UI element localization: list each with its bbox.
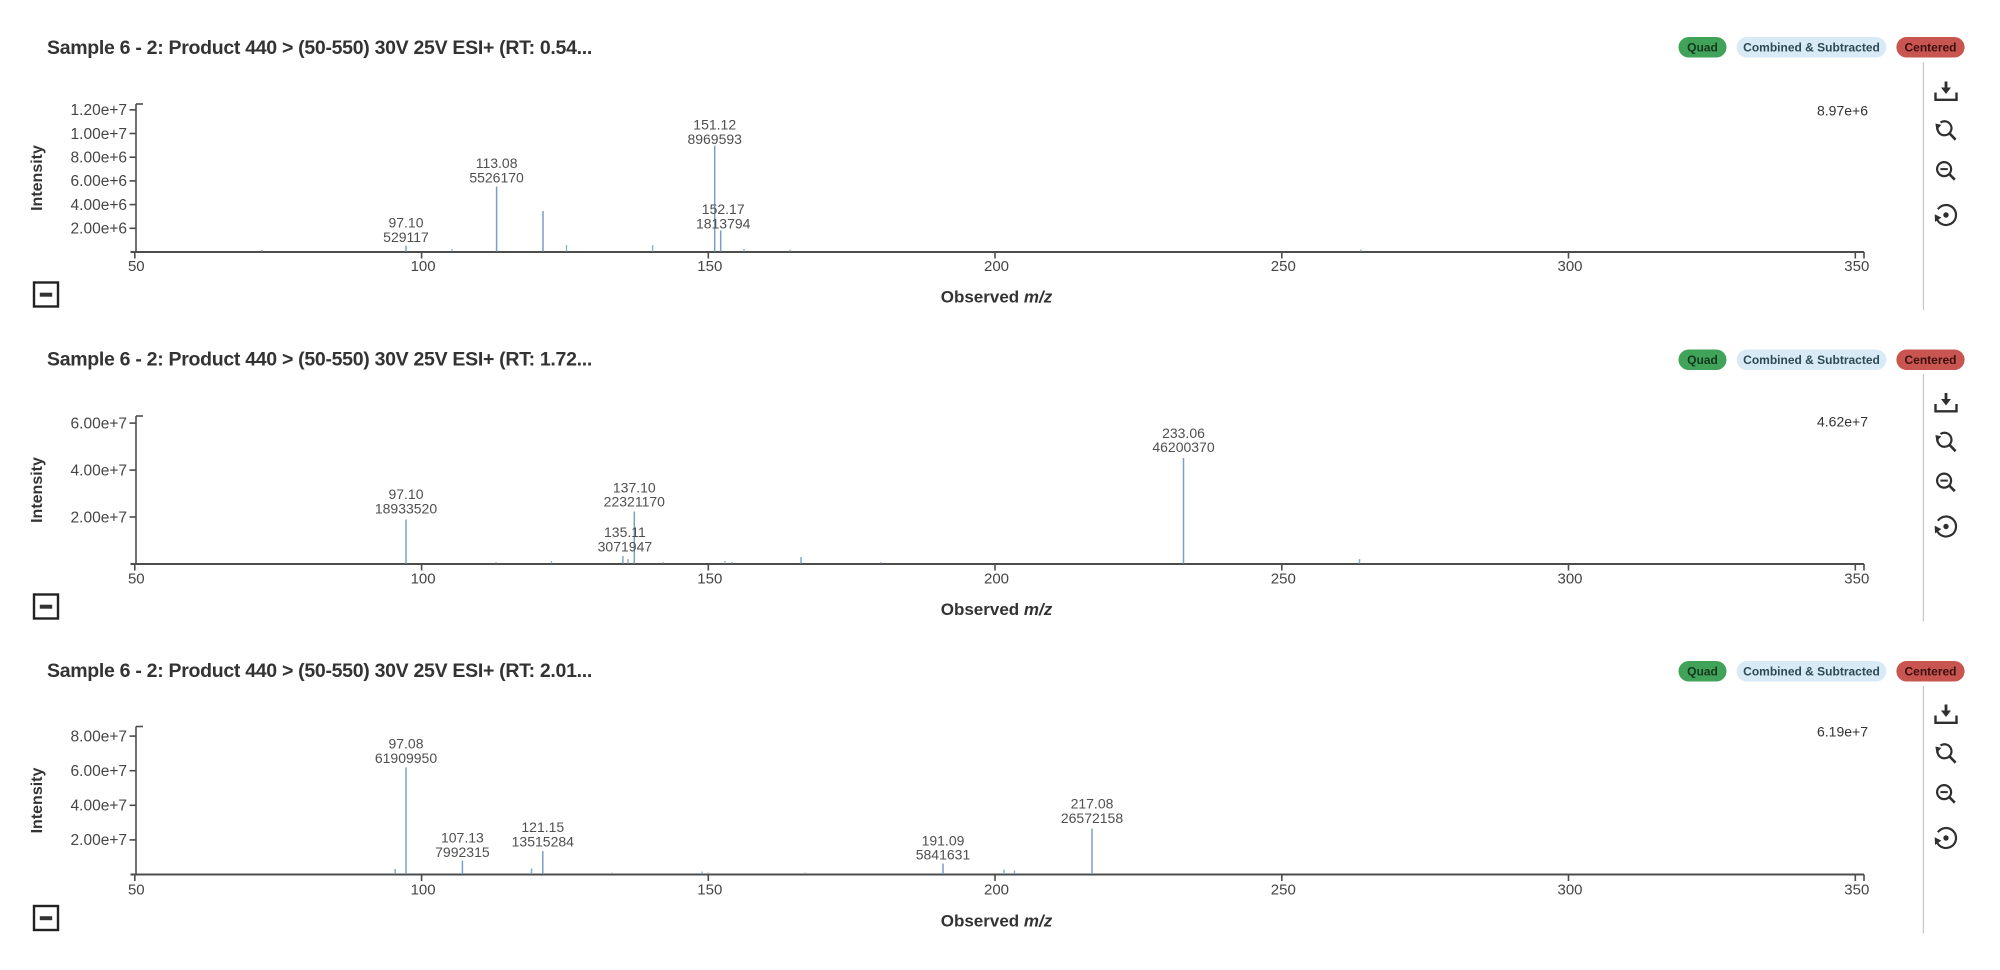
svg-text:Intensity: Intensity: [29, 145, 46, 211]
svg-text:26572158: 26572158: [1061, 810, 1124, 826]
svg-text:137.10: 137.10: [613, 479, 656, 495]
svg-text:Observed m/z: Observed m/z: [941, 600, 1053, 619]
svg-text:135.11: 135.11: [604, 524, 646, 540]
svg-text:Sample 6 - 2: Product 440 > (5: Sample 6 - 2: Product 440 > (50-550) 30V…: [47, 349, 592, 371]
svg-text:250: 250: [1271, 882, 1296, 899]
svg-text:Combined & Subtracted: Combined & Subtracted: [1743, 665, 1880, 679]
svg-text:Combined & Subtracted: Combined & Subtracted: [1743, 41, 1880, 55]
svg-text:2.00e+7: 2.00e+7: [71, 509, 127, 526]
svg-text:46200370: 46200370: [1152, 439, 1215, 455]
svg-text:18933520: 18933520: [375, 500, 438, 516]
svg-text:150: 150: [697, 258, 722, 275]
svg-text:Quad: Quad: [1687, 353, 1718, 367]
svg-text:121.15: 121.15: [521, 819, 564, 835]
svg-text:50: 50: [128, 258, 145, 275]
svg-text:50: 50: [128, 571, 145, 588]
svg-text:Intensity: Intensity: [29, 768, 46, 834]
svg-text:7992315: 7992315: [435, 844, 490, 860]
svg-text:350: 350: [1844, 258, 1869, 275]
svg-text:97.08: 97.08: [388, 736, 423, 752]
svg-text:50: 50: [128, 882, 145, 899]
svg-text:Centered: Centered: [1904, 665, 1956, 679]
svg-text:Intensity: Intensity: [29, 457, 46, 523]
svg-text:250: 250: [1271, 571, 1296, 588]
svg-text:350: 350: [1844, 571, 1869, 588]
svg-text:1813794: 1813794: [696, 215, 751, 231]
svg-text:300: 300: [1557, 258, 1582, 275]
svg-text:4.00e+6: 4.00e+6: [71, 197, 127, 214]
svg-text:6.00e+7: 6.00e+7: [71, 415, 127, 432]
svg-text:151.12: 151.12: [693, 117, 736, 133]
svg-text:Quad: Quad: [1687, 41, 1718, 55]
svg-text:Combined & Subtracted: Combined & Subtracted: [1743, 353, 1880, 367]
svg-text:300: 300: [1557, 571, 1582, 588]
svg-text:97.10: 97.10: [388, 486, 423, 502]
svg-text:233.06: 233.06: [1162, 425, 1205, 441]
svg-text:100: 100: [411, 882, 436, 899]
svg-text:Centered: Centered: [1904, 353, 1956, 367]
svg-text:1.00e+7: 1.00e+7: [71, 126, 127, 143]
svg-text:152.17: 152.17: [702, 201, 745, 217]
svg-text:Centered: Centered: [1904, 41, 1956, 55]
svg-text:4.00e+7: 4.00e+7: [71, 462, 127, 479]
svg-text:97.10: 97.10: [388, 215, 423, 231]
svg-text:4.62e+7: 4.62e+7: [1817, 414, 1868, 430]
svg-text:8.00e+7: 8.00e+7: [71, 728, 127, 745]
svg-text:Quad: Quad: [1687, 665, 1718, 679]
svg-text:22321170: 22321170: [604, 494, 665, 510]
svg-text:6.00e+7: 6.00e+7: [71, 763, 127, 780]
svg-text:2.00e+6: 2.00e+6: [71, 221, 127, 238]
svg-text:5526170: 5526170: [469, 170, 524, 186]
svg-text:150: 150: [697, 571, 722, 588]
svg-text:200: 200: [984, 571, 1009, 588]
svg-text:3071947: 3071947: [598, 539, 653, 555]
svg-text:61909950: 61909950: [375, 750, 438, 766]
svg-text:300: 300: [1557, 882, 1582, 899]
svg-text:113.08: 113.08: [476, 155, 518, 171]
svg-text:200: 200: [984, 258, 1009, 275]
svg-text:6.19e+7: 6.19e+7: [1817, 724, 1868, 740]
svg-text:Sample 6 - 2: Product 440 > (5: Sample 6 - 2: Product 440 > (50-550) 30V…: [47, 37, 592, 59]
svg-text:13515284: 13515284: [512, 833, 575, 849]
svg-text:8969593: 8969593: [687, 131, 742, 147]
svg-text:100: 100: [411, 571, 436, 588]
svg-text:150: 150: [697, 882, 722, 899]
svg-text:100: 100: [411, 258, 436, 275]
svg-text:Observed m/z: Observed m/z: [941, 912, 1053, 931]
svg-text:217.08: 217.08: [1071, 796, 1114, 812]
svg-text:191.09: 191.09: [922, 832, 965, 848]
svg-text:6.00e+6: 6.00e+6: [71, 173, 127, 190]
svg-text:1.20e+7: 1.20e+7: [71, 102, 127, 119]
svg-text:200: 200: [984, 882, 1009, 899]
svg-text:250: 250: [1271, 258, 1296, 275]
svg-text:350: 350: [1844, 882, 1869, 899]
svg-text:8.97e+6: 8.97e+6: [1817, 103, 1868, 119]
svg-text:Observed m/z: Observed m/z: [941, 288, 1053, 307]
svg-text:Sample 6 - 2: Product 440 > (5: Sample 6 - 2: Product 440 > (50-550) 30V…: [47, 660, 592, 682]
svg-text:529117: 529117: [383, 229, 429, 245]
svg-text:5841631: 5841631: [916, 847, 971, 863]
svg-text:107.13: 107.13: [441, 830, 484, 846]
svg-text:4.00e+7: 4.00e+7: [71, 798, 127, 815]
svg-text:2.00e+7: 2.00e+7: [71, 832, 127, 849]
svg-text:8.00e+6: 8.00e+6: [71, 150, 127, 167]
